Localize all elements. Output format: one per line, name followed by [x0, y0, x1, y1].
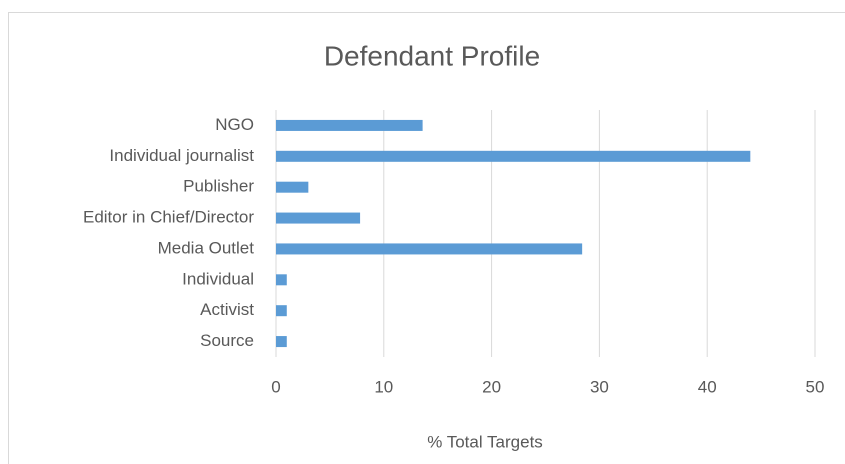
- x-tick-label: 30: [590, 377, 609, 396]
- y-tick-label: Media Outlet: [158, 238, 255, 257]
- bar: [276, 212, 361, 224]
- y-tick-label: Publisher: [183, 177, 254, 196]
- bar: [276, 305, 287, 317]
- x-tick-label: 50: [806, 377, 825, 396]
- y-tick-label: Individual journalist: [109, 146, 254, 165]
- bar: [276, 336, 287, 348]
- bar: [276, 119, 423, 131]
- bar: [276, 243, 583, 255]
- y-tick-label: NGO: [215, 115, 254, 134]
- x-tick-label: 0: [271, 377, 280, 396]
- bar: [276, 274, 287, 286]
- bar: [276, 150, 751, 162]
- y-tick-label: Individual: [182, 269, 254, 288]
- x-axis-title: % Total Targets: [427, 432, 543, 451]
- bar: [276, 181, 309, 193]
- chart-border: [8, 12, 845, 464]
- y-tick-label: Editor in Chief/Director: [83, 208, 254, 227]
- chart-title: Defendant Profile: [324, 40, 540, 71]
- x-tick-label: 20: [482, 377, 501, 396]
- x-tick-label: 40: [698, 377, 717, 396]
- y-tick-label: Source: [200, 331, 254, 350]
- y-tick-label: Activist: [200, 300, 254, 319]
- x-tick-label: 10: [374, 377, 393, 396]
